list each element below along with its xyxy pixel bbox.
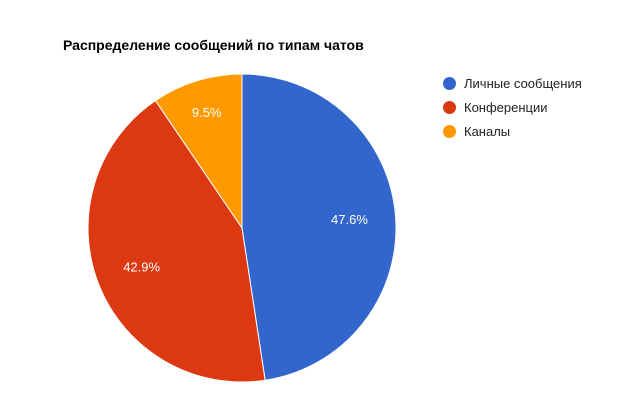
slice-label-private: 47.6% (331, 212, 368, 227)
legend-marker-conferences (443, 100, 456, 114)
slice-label-conferences: 42.9% (123, 259, 160, 274)
pie-slice-private[interactable] (241, 73, 397, 381)
pie-slice-conferences[interactable] (87, 99, 266, 383)
legend: Личные сообщения Конференции Каналы (443, 71, 582, 143)
legend-label-channels: Каналы (464, 123, 511, 139)
legend-marker-channels (443, 124, 456, 138)
legend-item-conferences[interactable]: Конференции (443, 95, 582, 119)
slice-label-channels: 9.5% (192, 105, 222, 120)
legend-item-channels[interactable]: Каналы (443, 119, 582, 143)
legend-label-conferences: Конференции (464, 99, 548, 115)
legend-item-private[interactable]: Личные сообщения (443, 71, 582, 95)
pie-slice-channels[interactable] (154, 73, 243, 230)
chart-title: Распределение сообщений по типам чатов (63, 37, 364, 53)
legend-marker-private (443, 76, 456, 90)
legend-label-private: Личные сообщения (464, 75, 582, 91)
